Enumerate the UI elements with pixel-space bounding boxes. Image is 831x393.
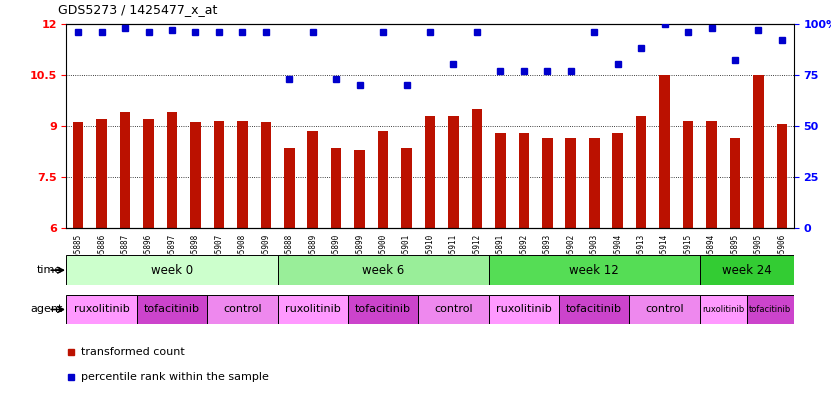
Bar bbox=[278, 295, 348, 324]
Bar bbox=[137, 295, 207, 324]
Bar bbox=[700, 255, 794, 285]
Text: tofacitinib: tofacitinib bbox=[355, 305, 411, 314]
Bar bbox=[120, 112, 130, 228]
Bar bbox=[401, 148, 412, 228]
Bar bbox=[489, 295, 559, 324]
Bar bbox=[559, 295, 629, 324]
Bar bbox=[418, 295, 489, 324]
Bar bbox=[261, 122, 271, 228]
Text: tofacitinib: tofacitinib bbox=[144, 305, 200, 314]
Text: control: control bbox=[646, 305, 684, 314]
Bar bbox=[683, 121, 693, 228]
Bar bbox=[348, 295, 418, 324]
Text: transformed count: transformed count bbox=[81, 347, 184, 357]
Bar bbox=[354, 150, 365, 228]
Bar bbox=[284, 148, 294, 228]
Bar bbox=[73, 122, 83, 228]
Bar bbox=[207, 295, 278, 324]
Bar bbox=[730, 138, 740, 228]
Bar bbox=[237, 121, 248, 228]
Text: ruxolitinib: ruxolitinib bbox=[74, 305, 130, 314]
Bar bbox=[519, 132, 529, 228]
Bar bbox=[96, 119, 107, 228]
Text: ruxolitinib: ruxolitinib bbox=[285, 305, 341, 314]
Bar bbox=[566, 138, 576, 228]
Bar bbox=[472, 109, 482, 228]
Bar bbox=[425, 116, 435, 228]
Bar bbox=[214, 121, 224, 228]
Text: ruxolitinib: ruxolitinib bbox=[496, 305, 552, 314]
Bar bbox=[66, 295, 137, 324]
Text: control: control bbox=[434, 305, 473, 314]
Text: week 12: week 12 bbox=[569, 264, 619, 277]
Bar bbox=[143, 119, 154, 228]
Text: week 24: week 24 bbox=[722, 264, 771, 277]
Bar bbox=[495, 132, 506, 228]
Text: tofacitinib: tofacitinib bbox=[749, 305, 791, 314]
Bar bbox=[307, 131, 318, 228]
Text: GDS5273 / 1425477_x_at: GDS5273 / 1425477_x_at bbox=[58, 3, 218, 16]
Bar bbox=[489, 255, 700, 285]
Bar bbox=[777, 124, 787, 228]
Text: agent: agent bbox=[30, 305, 62, 314]
Bar bbox=[167, 112, 177, 228]
Bar bbox=[589, 138, 599, 228]
Text: time: time bbox=[37, 265, 62, 275]
Text: tofacitinib: tofacitinib bbox=[566, 305, 622, 314]
Text: week 6: week 6 bbox=[362, 264, 404, 277]
Text: week 0: week 0 bbox=[151, 264, 193, 277]
Bar bbox=[700, 295, 747, 324]
Bar bbox=[636, 116, 647, 228]
Bar bbox=[706, 121, 717, 228]
Bar bbox=[278, 255, 489, 285]
Bar bbox=[331, 148, 342, 228]
Text: control: control bbox=[223, 305, 262, 314]
Bar bbox=[612, 132, 623, 228]
Bar bbox=[659, 75, 670, 228]
Bar bbox=[542, 138, 553, 228]
Text: ruxolitinib: ruxolitinib bbox=[702, 305, 745, 314]
Bar bbox=[378, 131, 388, 228]
Bar bbox=[753, 75, 764, 228]
Bar bbox=[747, 295, 794, 324]
Text: percentile rank within the sample: percentile rank within the sample bbox=[81, 372, 269, 382]
Bar bbox=[629, 295, 700, 324]
Bar bbox=[66, 255, 278, 285]
Bar bbox=[448, 116, 459, 228]
Bar bbox=[190, 122, 201, 228]
